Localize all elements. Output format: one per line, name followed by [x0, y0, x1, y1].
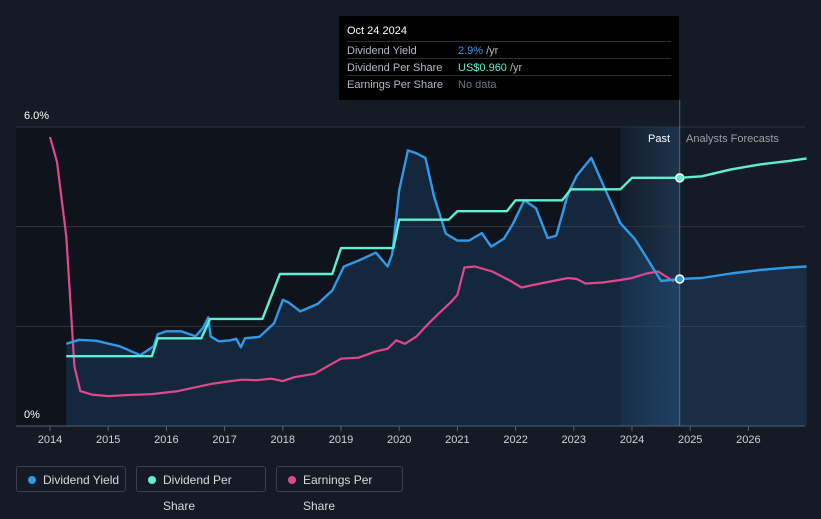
- past-label: Past: [648, 133, 670, 145]
- tooltip-label: Dividend Per Share: [347, 62, 443, 74]
- tooltip-value: No data: [458, 79, 500, 91]
- x-tick-label: 2025: [678, 434, 702, 446]
- chart: 6.0% 0% Past Analysts Forecasts 2014 2015…: [16, 100, 807, 446]
- grid-lines: [16, 126, 805, 427]
- tooltip-row-dividend-yield: Dividend Yield 2.9%/yr: [347, 41, 671, 59]
- tooltip-value-number: No data: [458, 79, 497, 91]
- dividend-per-share-line: [66, 157, 807, 358]
- tooltip-row-earnings-per-share: Earnings Per Share No data: [347, 75, 671, 93]
- tooltip-label: Dividend Yield: [347, 45, 417, 57]
- tooltip-row-dividend-per-share: Dividend Per Share US$0.960/yr: [347, 58, 671, 76]
- dividend-yield-area: [66, 150, 807, 426]
- legend-dot-icon: [148, 476, 156, 484]
- x-tick-label: 2024: [620, 434, 644, 446]
- tooltip-value-unit: /yr: [509, 62, 523, 74]
- legend-item-dividend-per-share[interactable]: Dividend Per Share: [136, 466, 266, 513]
- x-tick-label: 2026: [736, 434, 760, 446]
- legend-item-earnings-per-share[interactable]: Earnings Per Share: [276, 466, 403, 513]
- marker-dividend-per-share[interactable]: [674, 173, 685, 183]
- markers: [674, 173, 685, 284]
- x-tick-label: 2015: [96, 434, 120, 446]
- x-tick-label: 2023: [562, 434, 586, 446]
- x-tick-label: 2017: [212, 434, 236, 446]
- past-region-background: [16, 127, 679, 426]
- legend-dot-icon: [288, 476, 296, 484]
- tooltip-value-unit: /yr: [486, 45, 499, 57]
- tooltip-value: 2.9%/yr: [458, 45, 498, 57]
- tooltip-value-number: 2.9%: [458, 45, 484, 57]
- x-tick-label: 2019: [329, 434, 353, 446]
- x-tick-label: 2018: [271, 434, 295, 446]
- tooltip-value: US$0.960/yr: [458, 62, 522, 74]
- x-axis-ticks: 2014 2015 2016 2017 2018 2019 2020 2021 2022 2023…: [38, 426, 761, 446]
- y-axis-label-min: 0%: [24, 409, 40, 421]
- y-axis-label-max: 6.0%: [24, 110, 49, 122]
- x-tick-label: 2014: [38, 434, 62, 446]
- x-tick-label: 2022: [503, 434, 527, 446]
- legend-item-dividend-yield[interactable]: Dividend Yield: [16, 466, 126, 492]
- forecast-label: Analysts Forecasts: [686, 133, 779, 145]
- tooltip-value-number: US$0.960: [458, 62, 507, 74]
- tooltip-label: Earnings Per Share: [347, 79, 443, 91]
- x-tick-label: 2020: [387, 434, 411, 446]
- earnings-per-share-line: [48, 136, 675, 398]
- legend-dot-icon: [28, 476, 36, 484]
- marker-dividend-yield[interactable]: [674, 274, 685, 284]
- tooltip: Oct 24 2024 Dividend Yield 2.9%/yr Divid…: [339, 16, 679, 100]
- dividend-yield-line: [65, 149, 807, 357]
- legend-label: Dividend Yield: [43, 473, 120, 487]
- x-tick-label: 2021: [445, 434, 469, 446]
- x-tick-label: 2016: [154, 434, 178, 446]
- tooltip-date: Oct 24 2024: [347, 25, 407, 37]
